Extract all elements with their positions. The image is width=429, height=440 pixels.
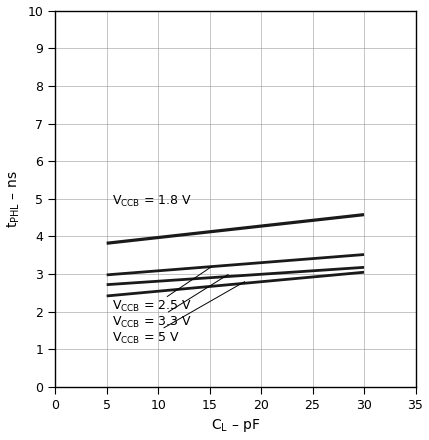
Text: V$_\mathrm{CCB}$ = 5 V: V$_\mathrm{CCB}$ = 5 V bbox=[112, 282, 245, 346]
Text: V$_\mathrm{CCB}$ = 1.8 V: V$_\mathrm{CCB}$ = 1.8 V bbox=[112, 194, 191, 209]
Text: V$_\mathrm{CCB}$ = 3.3 V: V$_\mathrm{CCB}$ = 3.3 V bbox=[112, 275, 228, 330]
X-axis label: C$_\mathrm{L}$ – pF: C$_\mathrm{L}$ – pF bbox=[211, 418, 260, 434]
Y-axis label: t$_\mathrm{PHL}$ – ns: t$_\mathrm{PHL}$ – ns bbox=[6, 170, 22, 227]
Text: V$_\mathrm{CCB}$ = 2.5 V: V$_\mathrm{CCB}$ = 2.5 V bbox=[112, 267, 211, 315]
